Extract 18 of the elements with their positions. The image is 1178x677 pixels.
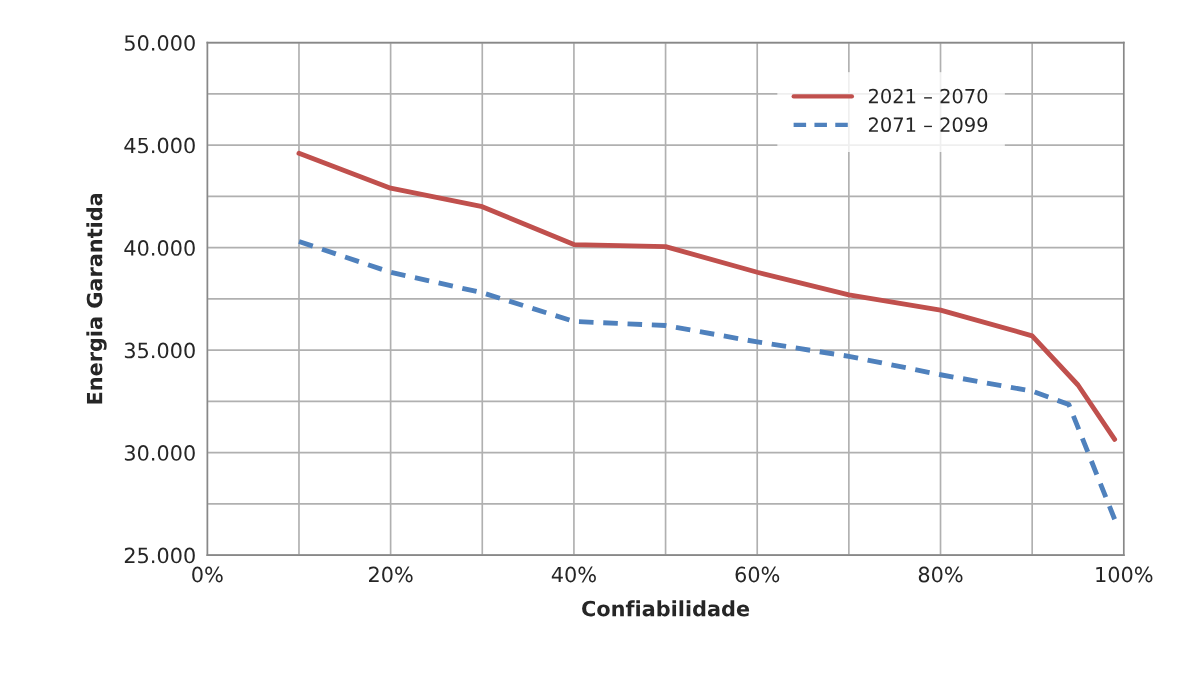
line-series: [296, 239, 1118, 522]
x-tick-label: 20%: [369, 566, 413, 583]
legend-label: 2021 – 2070: [868, 88, 988, 104]
line-series: [296, 150, 1118, 442]
x-tick-label: 80%: [918, 566, 963, 583]
x-tick-label: 60%: [735, 566, 780, 583]
x-tick-label: 0%: [192, 566, 223, 583]
y-tick-label: 30.000: [124, 445, 195, 461]
x-tick-label: 100%: [1096, 566, 1153, 583]
legend-label: 2071 – 2099: [868, 117, 988, 133]
y-tick-label: 25.000: [124, 547, 195, 564]
x-axis-title: Confiabilidade: [582, 600, 750, 617]
y-tick-label: 40.000: [124, 240, 195, 256]
y-tick-label: 35.000: [124, 342, 195, 359]
y-axis-title: Energia Garantida: [86, 193, 107, 404]
y-tick-label: 45.000: [124, 137, 195, 154]
x-tick-label: 40%: [551, 566, 596, 583]
y-tick-label: 50.000: [124, 35, 195, 51]
